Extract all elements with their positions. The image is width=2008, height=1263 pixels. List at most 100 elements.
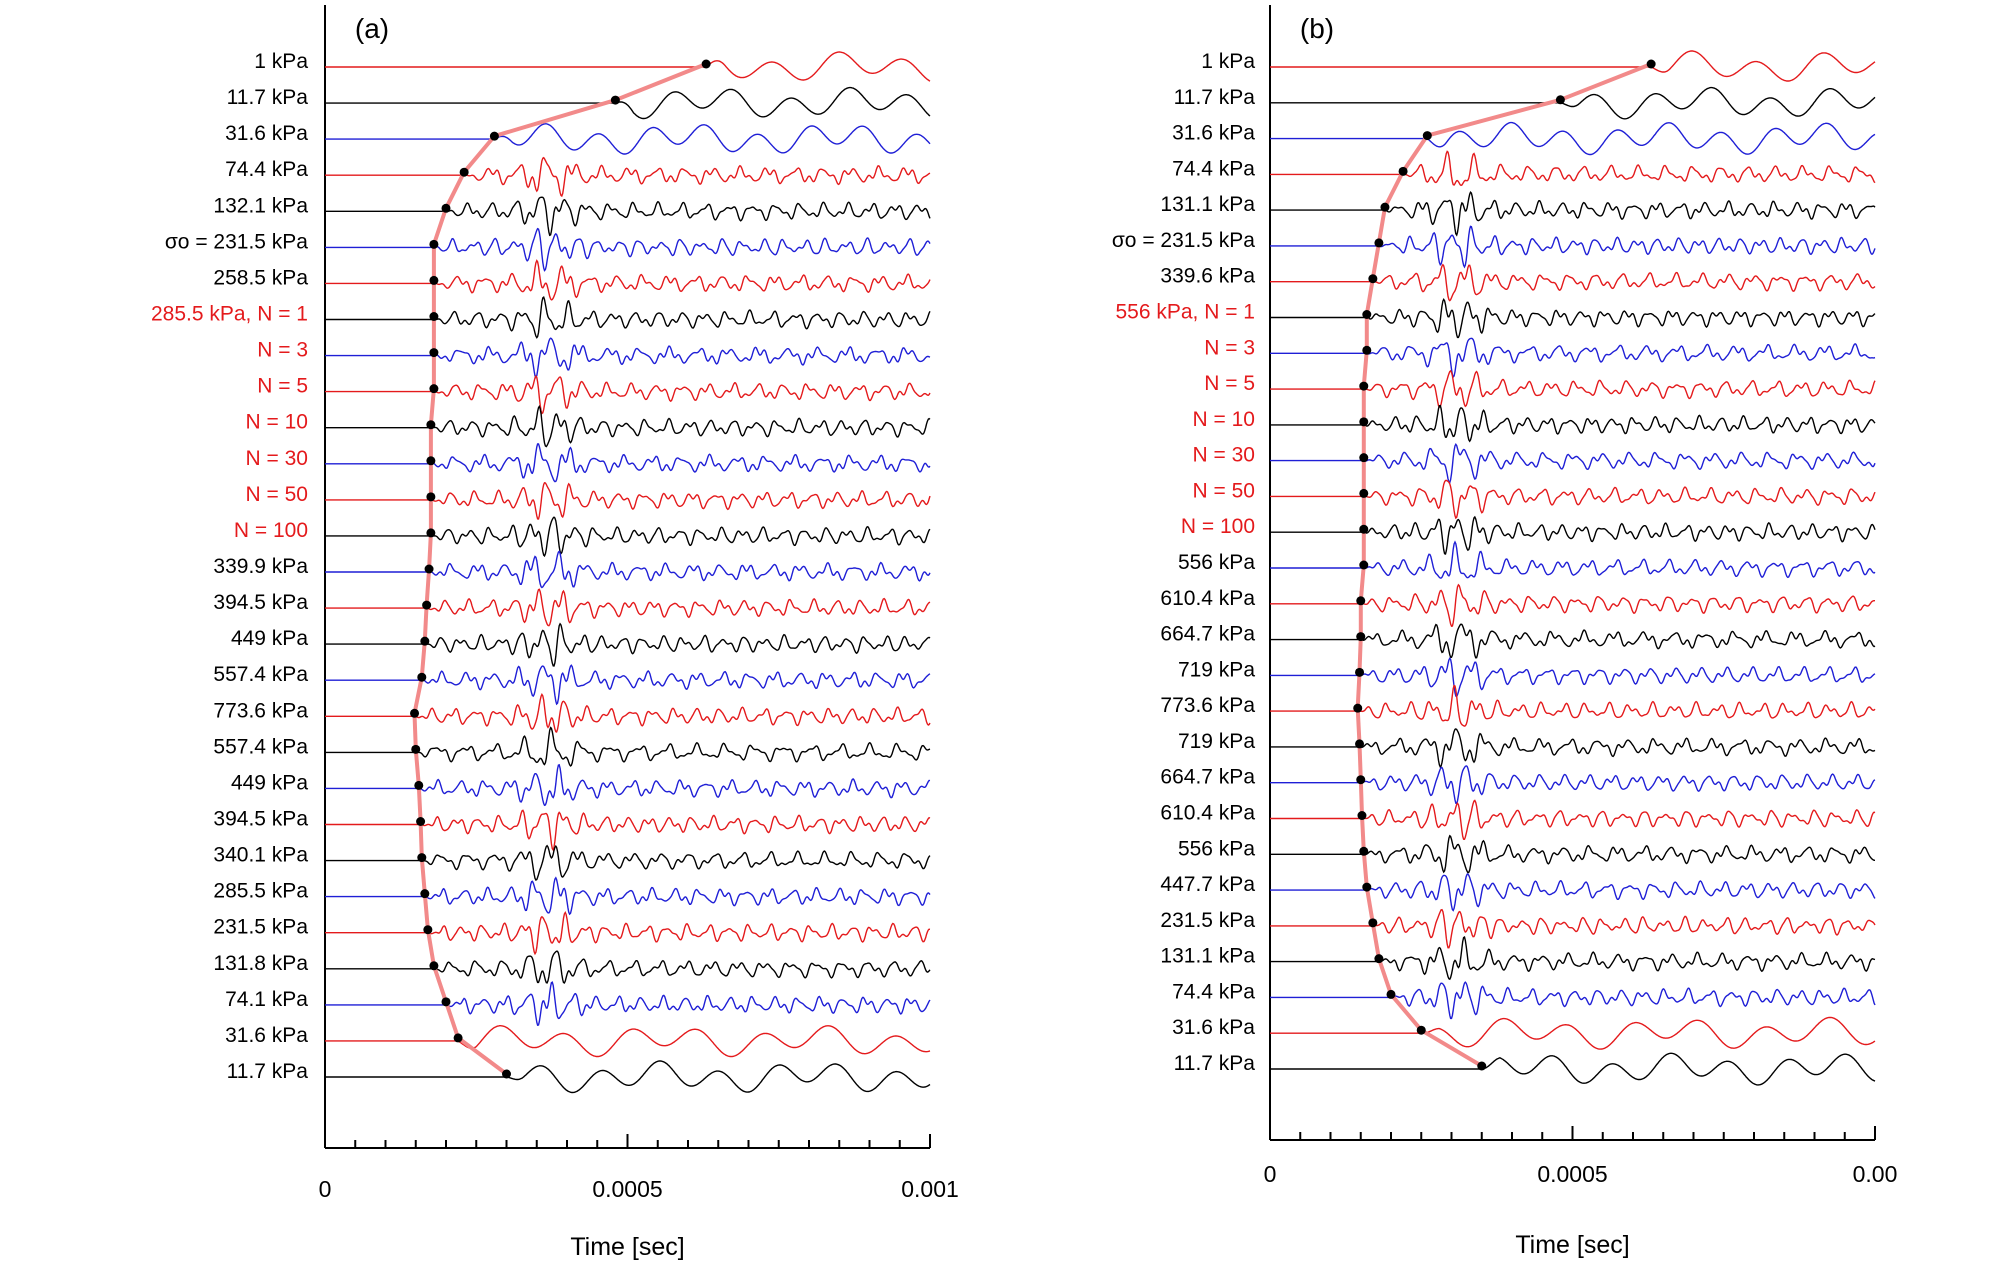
arrival-marker: [701, 59, 711, 69]
waveform-trace: [325, 296, 931, 339]
waveform-trace: [325, 950, 931, 984]
arrival-marker: [1357, 811, 1367, 820]
waveform-trace: [325, 622, 931, 667]
trace-label: 719 kPa: [1178, 658, 1255, 681]
waveform-trace: [1270, 684, 1876, 727]
arrival-curve: [1355, 62, 1652, 1068]
waveform-trace: [325, 156, 931, 198]
arrival-marker: [1359, 417, 1369, 427]
arrival-marker: [441, 997, 451, 1007]
arrival-marker: [429, 312, 439, 321]
x-tick-label: 0.0005: [1537, 1161, 1607, 1187]
arrival-marker: [416, 817, 426, 826]
arrival-marker: [422, 600, 432, 610]
waveform-trace: [325, 911, 931, 956]
trace-label: 773.6 kPa: [213, 699, 308, 722]
trace-label: 258.5 kPa: [213, 266, 308, 289]
traces: [1270, 50, 1876, 1086]
waveform-trace: [1270, 121, 1876, 156]
arrival-marker: [1359, 453, 1369, 463]
trace-label: 74.4 kPa: [1172, 980, 1255, 1003]
arrival-marker: [429, 384, 439, 394]
trace-label: 31.6 kPa: [225, 1024, 308, 1047]
trace-label: 31.6 kPa: [1172, 1016, 1255, 1039]
x-axis-title: Time [sec]: [570, 1233, 684, 1261]
arrival-marker: [1368, 918, 1378, 928]
waveform-trace: [1270, 936, 1876, 981]
trace-label: N = 50: [246, 483, 308, 506]
trace-label: 449 kPa: [231, 627, 308, 650]
trace-label: N = 5: [1204, 372, 1255, 395]
arrival-marker: [417, 853, 427, 863]
waveform-trace: [325, 981, 931, 1027]
arrival-marker: [429, 961, 439, 971]
arrival-marker: [1477, 1061, 1487, 1071]
arrival-marker: [610, 95, 620, 105]
trace-label: 131.1 kPa: [1160, 945, 1255, 968]
waveform-trace: [325, 844, 931, 881]
trace-label: 556 kPa: [1178, 837, 1255, 860]
arrival-marker: [1356, 632, 1366, 642]
waveform-trace: [325, 664, 931, 706]
panel-label: (b): [1300, 13, 1334, 44]
waveform-trace: [1270, 1052, 1876, 1086]
arrival-marker: [420, 889, 430, 899]
arrival-marker: [502, 1069, 511, 1079]
arrival-marker: [441, 203, 451, 213]
trace-label: 394.5 kPa: [213, 808, 308, 831]
trace-label: 11.7 kPa: [1174, 1052, 1256, 1075]
trace-label: 556 kPa: [1178, 551, 1255, 574]
waveform-trace: [1270, 583, 1875, 628]
waveform-trace: [1270, 225, 1876, 269]
trace-label: N = 50: [1193, 479, 1255, 502]
trace-label: 132.1 kPa: [213, 194, 308, 217]
arrival-marker: [1353, 703, 1363, 713]
trace-label: 131.1 kPa: [1160, 193, 1255, 216]
arrival-marker: [429, 275, 439, 285]
trace-label: 664.7 kPa: [1160, 766, 1255, 789]
waveform-trace: [1270, 369, 1876, 409]
waveform-trace: [325, 337, 931, 379]
trace-label: 664.7 kPa: [1160, 623, 1255, 646]
trace-label: 447.7 kPa: [1160, 873, 1255, 896]
waveform-trace: [325, 227, 931, 272]
trace-label: 74.4 kPa: [225, 158, 308, 181]
arrival-marker: [426, 420, 436, 430]
trace-label: N = 10: [1193, 408, 1255, 431]
arrival-marker: [1555, 95, 1565, 105]
trace-label: 719 kPa: [1178, 730, 1255, 753]
waveform-trace: [325, 550, 931, 589]
waveform-trace: [325, 443, 931, 483]
waveform-trace: [1270, 981, 1876, 1020]
x-tick-label: 0: [319, 1176, 332, 1202]
arrival-marker: [426, 528, 436, 538]
arrival-marker: [424, 564, 434, 574]
arrival-marker: [489, 131, 499, 141]
waveform-trace: [325, 588, 931, 627]
waveform-trace: [325, 763, 931, 807]
waveform-trace: [1270, 873, 1876, 912]
trace-label: 610.4 kPa: [1160, 587, 1255, 610]
trace-label: N = 3: [1204, 336, 1255, 359]
waveform-trace: [325, 86, 931, 120]
waveform-trace: [1270, 515, 1876, 555]
arrival-marker: [453, 1033, 463, 1043]
waveform-trace: [1270, 540, 1876, 579]
waveform-trace: [1270, 86, 1876, 120]
trace-label: 339.9 kPa: [213, 555, 308, 578]
waveform-trace: [1270, 50, 1876, 82]
waveform-trace: [325, 1060, 931, 1094]
waveform-trace: [325, 516, 931, 558]
trace-label: σo = 231.5 kPa: [165, 230, 308, 253]
panel-a: 0 0.0005 0.001 Time [sec] (a) 1 kPa 11.7 kPa 31…: [151, 5, 959, 1261]
waveform-trace: [1270, 150, 1876, 187]
waveform-trace: [325, 726, 931, 767]
waveform-trace: [325, 1025, 931, 1058]
arrival-markers: [1353, 59, 1656, 1071]
waveform-trace: [325, 876, 931, 916]
arrival-marker: [410, 708, 420, 718]
arrival-marker: [411, 744, 421, 754]
arrival-marker: [1398, 166, 1408, 176]
waveform-trace: [1270, 728, 1876, 769]
waveform-trace: [1270, 834, 1875, 874]
